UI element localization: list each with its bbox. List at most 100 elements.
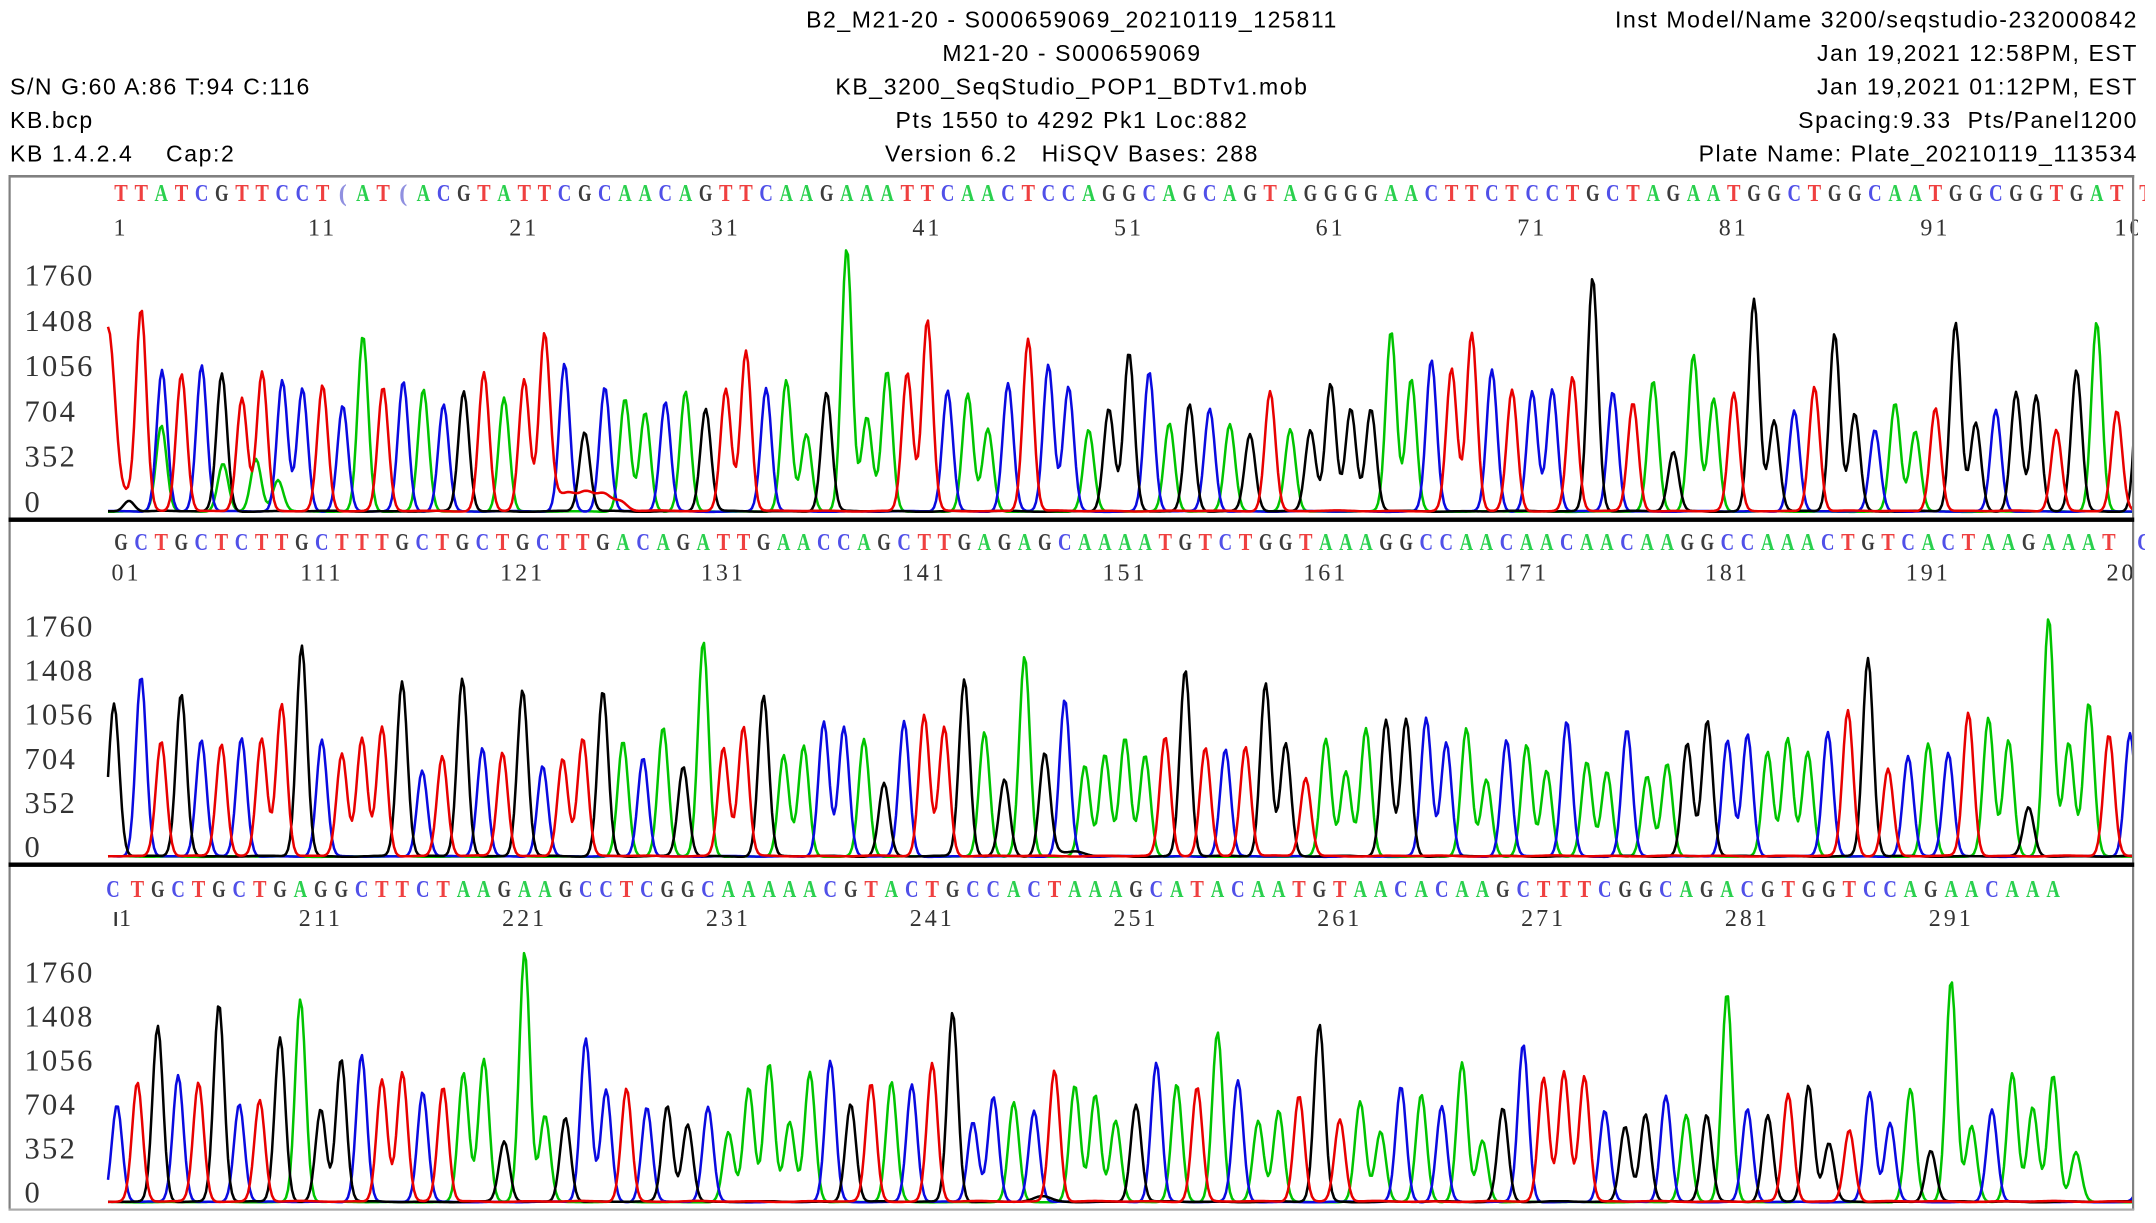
svg-text:A: A <box>800 181 814 207</box>
svg-text:C: C <box>1546 181 1560 207</box>
svg-text:C: C <box>1598 877 1612 903</box>
svg-text:A: A <box>1646 181 1660 207</box>
svg-text:T: T <box>1881 530 1895 556</box>
svg-text:C: C <box>1440 530 1454 556</box>
svg-text:G: G <box>958 530 972 556</box>
svg-text:T: T <box>255 530 269 556</box>
svg-text:191: 191 <box>1906 561 1951 587</box>
svg-text:C: C <box>824 877 838 903</box>
svg-text:T: T <box>737 530 751 556</box>
svg-text:A: A <box>1965 877 1979 903</box>
svg-text:G: G <box>314 877 328 903</box>
svg-text:A: A <box>1921 530 1935 556</box>
svg-text:C: C <box>897 530 911 556</box>
svg-text:C: C <box>837 530 851 556</box>
svg-text:T: T <box>396 877 410 903</box>
svg-text:C: C <box>233 877 247 903</box>
svg-text:C: C <box>437 181 451 207</box>
svg-text:Plate Name: Plate_20210119_113: Plate Name: Plate_20210119_113534 <box>1699 141 2138 167</box>
svg-text:A: A <box>880 181 894 207</box>
svg-text:A: A <box>616 530 630 556</box>
svg-text:T: T <box>2102 530 2116 556</box>
svg-text:G: G <box>1822 877 1836 903</box>
svg-text:C: C <box>1788 181 1802 207</box>
svg-text:T: T <box>1962 530 1976 556</box>
svg-text:A: A <box>1680 877 1694 903</box>
svg-text:A: A <box>1888 181 1902 207</box>
svg-text:A: A <box>1781 530 1795 556</box>
svg-text:1408: 1408 <box>25 1000 95 1034</box>
svg-text:C: C <box>1231 877 1245 903</box>
svg-text:A: A <box>1982 530 1996 556</box>
svg-text:T: T <box>2139 181 2153 207</box>
svg-text:1: 1 <box>114 216 129 242</box>
svg-text:G: G <box>1848 181 1862 207</box>
svg-text:A: A <box>1082 181 1096 207</box>
svg-text:C: C <box>817 530 831 556</box>
svg-text:T: T <box>1263 181 1277 207</box>
svg-text:221: 221 <box>502 906 547 932</box>
svg-text:G: G <box>174 530 188 556</box>
svg-text:T: T <box>1727 181 1741 207</box>
svg-text:A: A <box>885 877 899 903</box>
svg-text:G: G <box>295 530 309 556</box>
svg-text:T: T <box>255 181 269 207</box>
svg-text:161: 161 <box>1303 561 1348 587</box>
svg-text:C: C <box>1500 530 1514 556</box>
svg-text:G: G <box>1304 181 1318 207</box>
svg-text:C: C <box>759 181 773 207</box>
svg-text:A: A <box>2046 877 2060 903</box>
svg-text:C: C <box>1419 530 1433 556</box>
svg-text:61: 61 <box>1316 216 1346 242</box>
svg-text:T: T <box>1190 877 1204 903</box>
svg-text:C: C <box>941 181 955 207</box>
svg-text:C: C <box>415 530 429 556</box>
svg-text:71: 71 <box>1517 216 1547 242</box>
svg-text:81: 81 <box>1719 216 1749 242</box>
svg-text:T: T <box>739 181 753 207</box>
svg-text:G: G <box>1183 181 1197 207</box>
svg-text:KB_3200_SeqStudio_POP1_BDTv1.m: KB_3200_SeqStudio_POP1_BDTv1.mob <box>835 74 1308 100</box>
svg-text:T: T <box>1843 877 1857 903</box>
svg-text:A: A <box>618 181 632 207</box>
svg-text:G: G <box>877 530 891 556</box>
svg-text:131: 131 <box>701 561 746 587</box>
svg-text:C: C <box>1868 181 1882 207</box>
svg-text:704: 704 <box>25 742 78 776</box>
svg-text:A: A <box>1415 877 1429 903</box>
svg-text:C: C <box>1150 877 1164 903</box>
svg-text:G: G <box>1379 530 1393 556</box>
svg-text:A: A <box>1211 877 1225 903</box>
svg-text:1760: 1760 <box>25 259 95 293</box>
svg-text:A: A <box>697 530 711 556</box>
svg-text:A: A <box>294 877 308 903</box>
svg-text:G: G <box>215 181 229 207</box>
svg-text:(: ( <box>399 181 407 207</box>
svg-text:G: G <box>1701 530 1715 556</box>
svg-text:T: T <box>175 181 189 207</box>
svg-text:G: G <box>2029 181 2043 207</box>
svg-text:T: T <box>1292 877 1306 903</box>
svg-text:A: A <box>518 877 532 903</box>
svg-text:11: 11 <box>308 216 337 242</box>
svg-text:A: A <box>1720 877 1734 903</box>
svg-text:A: A <box>477 877 491 903</box>
svg-text:C: C <box>171 877 185 903</box>
svg-text:G: G <box>2070 181 2084 207</box>
svg-text:704: 704 <box>25 1088 78 1122</box>
svg-text:G: G <box>1178 530 1192 556</box>
svg-text:T: T <box>576 530 590 556</box>
svg-text:C: C <box>476 530 490 556</box>
svg-text:T: T <box>477 181 491 207</box>
svg-text:T: T <box>376 181 390 207</box>
svg-text:G: G <box>946 877 960 903</box>
svg-text:G: G <box>1364 181 1378 207</box>
svg-text:A: A <box>1272 877 1286 903</box>
svg-text:T: T <box>375 877 389 903</box>
svg-text:C: C <box>640 877 654 903</box>
svg-text:352: 352 <box>25 1132 78 1166</box>
svg-text:A: A <box>497 181 511 207</box>
svg-text:(: ( <box>339 181 347 207</box>
svg-text:A: A <box>961 181 975 207</box>
svg-text:C: C <box>1525 181 1539 207</box>
